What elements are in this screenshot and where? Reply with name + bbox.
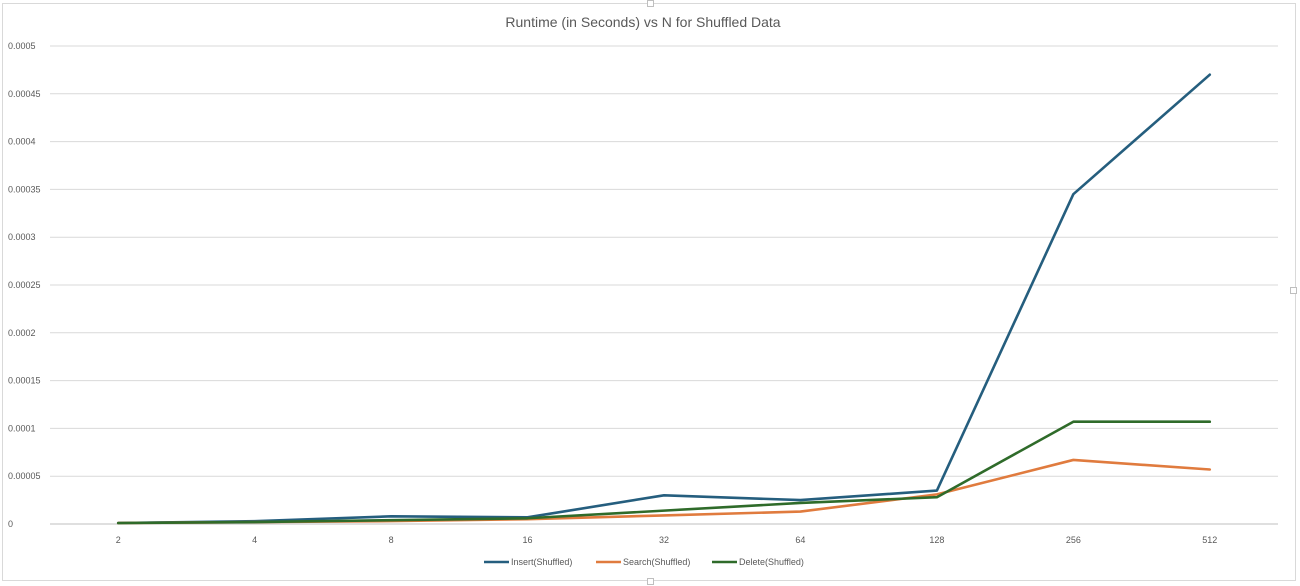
- x-tick-label: 16: [523, 535, 533, 545]
- resize-handle-right[interactable]: [1290, 287, 1297, 294]
- x-tick-label: 2: [116, 535, 121, 545]
- y-tick-label: 0: [8, 519, 13, 529]
- grid-lines: [50, 45, 1278, 525]
- y-tick-label: 0.00045: [8, 89, 41, 99]
- x-axis-ticks: 2 4 8 16 32 64 128 256 512: [116, 535, 1218, 545]
- series-line-delete-shuffled[interactable]: [116, 420, 1212, 525]
- legend-label: Delete(Shuffled): [739, 557, 804, 567]
- series-line-search-shuffled[interactable]: [116, 458, 1212, 525]
- x-tick-label: 128: [929, 535, 944, 545]
- x-tick-label: 256: [1066, 535, 1081, 545]
- x-tick-label: 32: [659, 535, 669, 545]
- y-tick-label: 0.0005: [8, 41, 36, 51]
- x-tick-label: 4: [252, 535, 257, 545]
- y-tick-label: 0.0003: [8, 232, 36, 242]
- y-tick-label: 0.00015: [8, 376, 41, 386]
- y-axis-ticks: 0 0.00005 0.0001 0.00015 0.0002 0.00025 0.0003…: [8, 41, 41, 529]
- legend-label: Search(Shuffled): [623, 557, 690, 567]
- y-tick-label: 0.00035: [8, 184, 41, 194]
- x-tick-label: 64: [795, 535, 805, 545]
- x-tick-label: 8: [389, 535, 394, 545]
- y-tick-label: 0.00025: [8, 280, 41, 290]
- y-tick-label: 0.00005: [8, 471, 41, 481]
- resize-handle-bottom[interactable]: [647, 578, 654, 585]
- series-lines: [116, 73, 1212, 525]
- x-tick-label: 512: [1202, 535, 1217, 545]
- y-tick-label: 0.0004: [8, 137, 36, 147]
- chart-title: Runtime (in Seconds) vs N for Shuffled D…: [505, 14, 780, 30]
- chart-frame: [2, 3, 1296, 581]
- y-tick-label: 0.0002: [8, 328, 36, 338]
- series-line-insert-shuffled[interactable]: [116, 73, 1212, 525]
- y-tick-label: 0.0001: [8, 423, 36, 433]
- legend: Insert(Shuffled) Search(Shuffled) Delete(S…: [484, 557, 804, 567]
- resize-handle-top[interactable]: [647, 0, 654, 7]
- legend-label: Insert(Shuffled): [511, 557, 572, 567]
